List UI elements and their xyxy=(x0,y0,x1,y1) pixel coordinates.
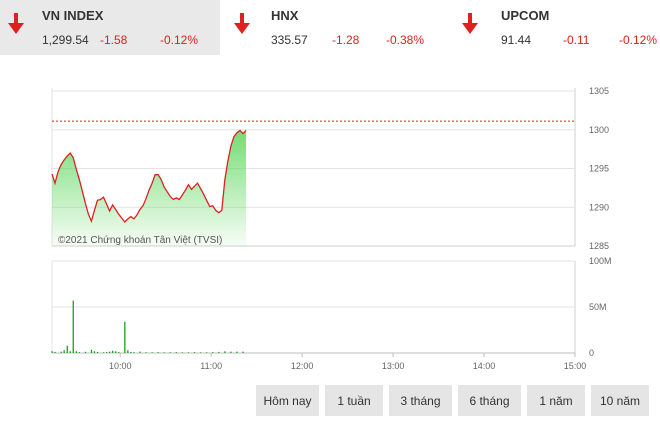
volume-bar xyxy=(130,351,132,353)
time-tick-label: 15:00 xyxy=(564,361,587,371)
volume-bar xyxy=(230,351,232,353)
volume-bar xyxy=(127,350,129,353)
price-tick-label: 1290 xyxy=(589,202,609,212)
volume-bar xyxy=(157,352,159,353)
index-chart: 1305 1300 1295 1290 1285 ©2021 Chứng khoán T… xyxy=(51,86,612,371)
volume-bar xyxy=(72,300,74,353)
time-axis: 10:00 11:00 12:00 13:00 14:00 15:00 xyxy=(109,353,586,371)
volume-bar xyxy=(66,345,68,353)
price-axis: 1305 1300 1295 1290 1285 xyxy=(589,86,609,251)
volume-bar xyxy=(51,351,53,353)
copyright-text: ©2021 Chứng khoán Tân Việt (TVSI) xyxy=(58,235,222,246)
range-button-10-years[interactable]: 10 năm xyxy=(591,385,649,416)
index-percent: -0.38% xyxy=(386,33,425,47)
range-button-1-year[interactable]: 1 năm xyxy=(527,385,585,416)
volume-bar xyxy=(63,350,65,353)
volume-bar xyxy=(118,352,120,353)
volume-bar xyxy=(193,352,196,353)
index-name: HNX xyxy=(271,8,299,23)
volume-bar xyxy=(96,351,99,353)
range-button-today[interactable]: Hôm nay xyxy=(256,385,319,416)
volume-bar xyxy=(236,351,238,353)
time-tick-label: 12:00 xyxy=(291,361,314,371)
volume-bar xyxy=(78,352,80,353)
index-value: 1,299.54 xyxy=(42,33,89,47)
volume-bar xyxy=(102,352,105,353)
volume-bar xyxy=(163,352,165,353)
price-tick-label: 1305 xyxy=(589,86,609,96)
volume-bar xyxy=(218,351,220,353)
time-tick-label: 10:00 xyxy=(109,361,132,371)
range-button-1-week[interactable]: 1 tuần xyxy=(325,385,383,416)
index-change: -0.11 xyxy=(563,33,590,47)
time-tick-label: 13:00 xyxy=(382,361,405,371)
volume-bar xyxy=(169,352,171,353)
price-area xyxy=(52,130,246,246)
range-buttons: Hôm nay 1 tuần 3 tháng 6 tháng 1 năm 10 … xyxy=(256,385,649,416)
arrow-down-icon xyxy=(234,13,250,34)
time-tick-label: 11:00 xyxy=(200,361,222,371)
price-grid xyxy=(51,88,576,247)
volume-tick-label: 50M xyxy=(589,302,607,312)
index-bar: VN INDEX 1,299.54 -1.58 -0.12% HNX 335.5… xyxy=(0,0,660,55)
volume-grid xyxy=(51,260,576,354)
volume-bar xyxy=(212,352,214,353)
volume-bar xyxy=(60,351,62,353)
index-name: VN INDEX xyxy=(42,8,104,23)
volume-bar xyxy=(109,351,111,353)
index-change: -1.58 xyxy=(100,33,128,47)
volume-bar xyxy=(200,352,202,353)
volume-bar xyxy=(206,352,208,353)
index-card-upcom[interactable]: UPCOM 91.44 -0.11 -0.12% xyxy=(440,0,660,55)
volume-bar xyxy=(69,351,71,353)
index-value: 335.57 xyxy=(271,33,308,47)
index-name: UPCOM xyxy=(501,8,550,23)
arrow-down-icon xyxy=(462,13,478,34)
time-tick-label: 14:00 xyxy=(473,361,496,371)
volume-tick-label: 100M xyxy=(589,256,612,266)
volume-bar xyxy=(93,351,96,353)
volume-bar xyxy=(175,352,177,353)
volume-bar xyxy=(187,352,190,353)
volume-bar xyxy=(145,352,147,353)
volume-bar xyxy=(151,352,153,353)
range-button-6-months[interactable]: 6 tháng xyxy=(458,385,521,416)
range-button-3-months[interactable]: 3 tháng xyxy=(389,385,452,416)
volume-bar xyxy=(242,351,244,353)
volume-bar xyxy=(224,351,226,353)
volume-bar xyxy=(115,351,117,353)
volume-bar xyxy=(75,351,77,353)
volume-bars xyxy=(51,300,244,353)
price-tick-label: 1285 xyxy=(589,241,609,251)
arrow-down-icon xyxy=(8,13,24,34)
volume-axis: 100M 50M 0 xyxy=(589,256,612,358)
price-tick-label: 1300 xyxy=(589,125,609,135)
volume-bar xyxy=(124,321,126,353)
index-percent: -0.12% xyxy=(619,33,658,47)
price-line xyxy=(51,129,247,224)
volume-tick-label: 0 xyxy=(589,348,594,358)
index-card-hnx[interactable]: HNX 335.57 -1.28 -0.38% xyxy=(220,0,440,55)
volume-bar xyxy=(90,349,93,353)
volume-bar xyxy=(84,351,87,353)
volume-bar xyxy=(181,352,184,353)
index-card-vnindex[interactable]: VN INDEX 1,299.54 -1.58 -0.12% xyxy=(0,0,220,55)
volume-bar xyxy=(112,350,114,353)
index-change: -1.28 xyxy=(332,33,360,47)
volume-bar xyxy=(139,351,141,353)
volume-bar xyxy=(133,352,135,353)
index-value: 91.44 xyxy=(501,33,532,47)
volume-bar xyxy=(54,351,56,353)
index-percent: -0.12% xyxy=(160,33,199,47)
price-tick-label: 1295 xyxy=(589,164,609,174)
volume-bar xyxy=(106,352,108,353)
